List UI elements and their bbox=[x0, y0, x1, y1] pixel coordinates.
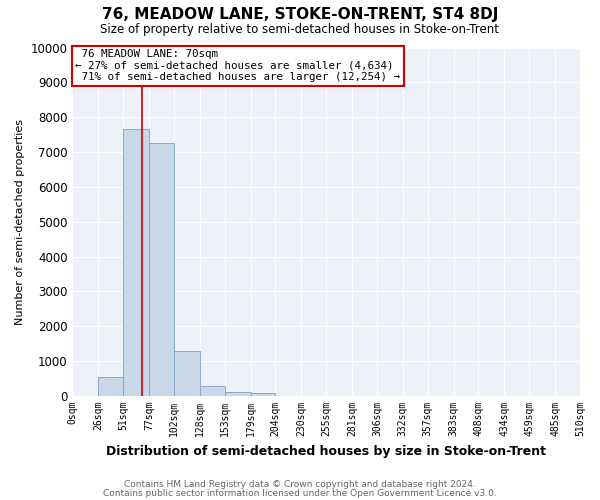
X-axis label: Distribution of semi-detached houses by size in Stoke-on-Trent: Distribution of semi-detached houses by … bbox=[106, 444, 546, 458]
Bar bbox=[149, 144, 174, 396]
Text: Size of property relative to semi-detached houses in Stoke-on-Trent: Size of property relative to semi-detach… bbox=[101, 22, 499, 36]
Bar bbox=[123, 130, 149, 396]
Bar bbox=[200, 386, 224, 396]
Bar bbox=[98, 377, 123, 396]
Bar bbox=[224, 392, 251, 396]
Text: 76, MEADOW LANE, STOKE-ON-TRENT, ST4 8DJ: 76, MEADOW LANE, STOKE-ON-TRENT, ST4 8DJ bbox=[102, 8, 498, 22]
Bar bbox=[251, 394, 275, 396]
Text: 76 MEADOW LANE: 70sqm
← 27% of semi-detached houses are smaller (4,634)
 71% of : 76 MEADOW LANE: 70sqm ← 27% of semi-deta… bbox=[76, 49, 400, 82]
Text: Contains public sector information licensed under the Open Government Licence v3: Contains public sector information licen… bbox=[103, 488, 497, 498]
Y-axis label: Number of semi-detached properties: Number of semi-detached properties bbox=[15, 119, 25, 325]
Bar bbox=[174, 350, 200, 396]
Text: Contains HM Land Registry data © Crown copyright and database right 2024.: Contains HM Land Registry data © Crown c… bbox=[124, 480, 476, 489]
